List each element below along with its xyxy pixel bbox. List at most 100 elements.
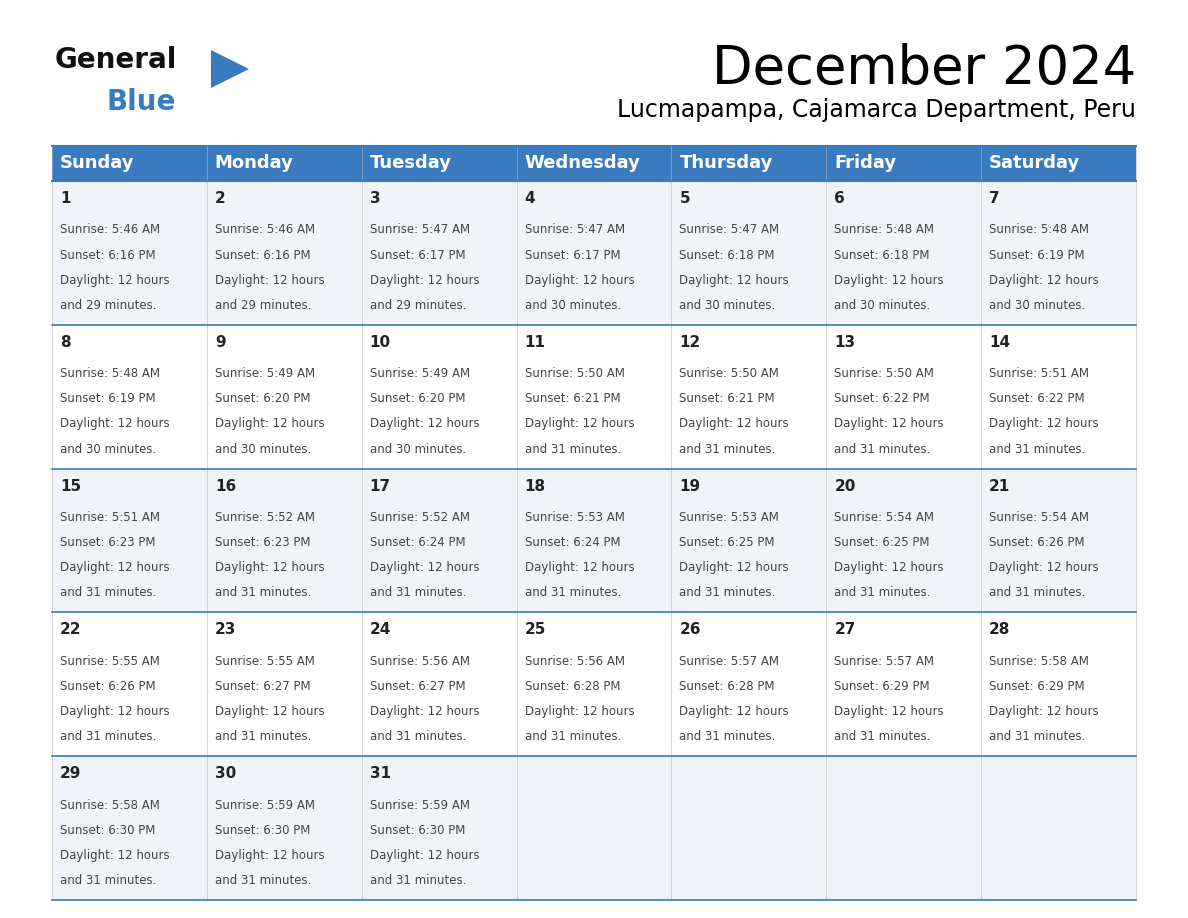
Text: Sunset: 6:18 PM: Sunset: 6:18 PM [680, 249, 775, 262]
Text: Daylight: 12 hours: Daylight: 12 hours [680, 418, 789, 431]
Text: Sunrise: 5:51 AM: Sunrise: 5:51 AM [990, 367, 1089, 380]
Text: 22: 22 [61, 622, 82, 637]
Text: Sunset: 6:26 PM: Sunset: 6:26 PM [61, 680, 156, 693]
Text: Sunrise: 5:47 AM: Sunrise: 5:47 AM [525, 223, 625, 236]
Text: Sunrise: 5:57 AM: Sunrise: 5:57 AM [680, 655, 779, 667]
Bar [517, 325, 671, 468]
Text: and 29 minutes.: and 29 minutes. [215, 299, 311, 312]
Text: Sunset: 6:27 PM: Sunset: 6:27 PM [215, 680, 310, 693]
Text: and 29 minutes.: and 29 minutes. [369, 299, 466, 312]
Text: Daylight: 12 hours: Daylight: 12 hours [990, 705, 1099, 718]
Text: 13: 13 [834, 335, 855, 350]
Bar [207, 181, 361, 325]
Text: and 31 minutes.: and 31 minutes. [369, 730, 466, 744]
Text: Sunset: 6:17 PM: Sunset: 6:17 PM [369, 249, 466, 262]
Text: and 31 minutes.: and 31 minutes. [525, 587, 621, 599]
Bar [981, 325, 1136, 468]
Text: Daylight: 12 hours: Daylight: 12 hours [990, 561, 1099, 575]
Text: Daylight: 12 hours: Daylight: 12 hours [990, 274, 1099, 286]
Text: Sunrise: 5:50 AM: Sunrise: 5:50 AM [525, 367, 625, 380]
Text: Blue: Blue [107, 88, 176, 116]
Text: and 31 minutes.: and 31 minutes. [990, 587, 1086, 599]
Text: Daylight: 12 hours: Daylight: 12 hours [680, 561, 789, 575]
Bar [671, 468, 827, 612]
Text: Sunrise: 5:57 AM: Sunrise: 5:57 AM [834, 655, 934, 667]
Text: Sunrise: 5:53 AM: Sunrise: 5:53 AM [680, 511, 779, 524]
Text: 11: 11 [525, 335, 545, 350]
Text: Daylight: 12 hours: Daylight: 12 hours [525, 705, 634, 718]
Text: 27: 27 [834, 622, 855, 637]
Bar [671, 612, 827, 756]
Text: 10: 10 [369, 335, 391, 350]
Text: Sunset: 6:24 PM: Sunset: 6:24 PM [369, 536, 466, 549]
Text: Sunrise: 5:47 AM: Sunrise: 5:47 AM [680, 223, 779, 236]
Bar [207, 612, 361, 756]
Text: Monday: Monday [215, 154, 293, 173]
Text: and 31 minutes.: and 31 minutes. [215, 874, 311, 887]
Text: Sunset: 6:30 PM: Sunset: 6:30 PM [61, 823, 156, 836]
Text: and 31 minutes.: and 31 minutes. [834, 730, 930, 744]
Text: Sunset: 6:29 PM: Sunset: 6:29 PM [834, 680, 930, 693]
Text: and 31 minutes.: and 31 minutes. [680, 442, 776, 455]
Text: 24: 24 [369, 622, 391, 637]
Bar [207, 325, 361, 468]
Text: Sunset: 6:16 PM: Sunset: 6:16 PM [61, 249, 156, 262]
Text: Daylight: 12 hours: Daylight: 12 hours [61, 274, 170, 286]
Text: Daylight: 12 hours: Daylight: 12 hours [680, 274, 789, 286]
Text: and 31 minutes.: and 31 minutes. [61, 587, 157, 599]
Text: and 31 minutes.: and 31 minutes. [834, 587, 930, 599]
Text: and 31 minutes.: and 31 minutes. [61, 730, 157, 744]
Text: Sunrise: 5:59 AM: Sunrise: 5:59 AM [369, 799, 469, 812]
Text: Sunset: 6:22 PM: Sunset: 6:22 PM [990, 392, 1085, 406]
Text: Sunrise: 5:55 AM: Sunrise: 5:55 AM [215, 655, 315, 667]
Text: Daylight: 12 hours: Daylight: 12 hours [834, 274, 944, 286]
Text: Sunset: 6:16 PM: Sunset: 6:16 PM [215, 249, 310, 262]
Text: 5: 5 [680, 191, 690, 206]
Bar [52, 612, 207, 756]
Text: Sunrise: 5:59 AM: Sunrise: 5:59 AM [215, 799, 315, 812]
Text: Sunrise: 5:51 AM: Sunrise: 5:51 AM [61, 511, 160, 524]
Text: Daylight: 12 hours: Daylight: 12 hours [215, 561, 324, 575]
Text: Sunset: 6:29 PM: Sunset: 6:29 PM [990, 680, 1085, 693]
Bar [671, 325, 827, 468]
Bar [361, 468, 517, 612]
Text: 8: 8 [61, 335, 70, 350]
Text: Wednesday: Wednesday [525, 154, 640, 173]
Text: Sunset: 6:19 PM: Sunset: 6:19 PM [61, 392, 156, 406]
Bar [827, 181, 981, 325]
Text: 30: 30 [215, 767, 236, 781]
Text: and 31 minutes.: and 31 minutes. [990, 442, 1086, 455]
Text: 17: 17 [369, 478, 391, 494]
Text: and 31 minutes.: and 31 minutes. [834, 442, 930, 455]
Text: 12: 12 [680, 335, 701, 350]
Text: Sunset: 6:20 PM: Sunset: 6:20 PM [369, 392, 466, 406]
Text: Sunset: 6:20 PM: Sunset: 6:20 PM [215, 392, 310, 406]
Bar [671, 181, 827, 325]
Text: Daylight: 12 hours: Daylight: 12 hours [834, 705, 944, 718]
Text: and 31 minutes.: and 31 minutes. [61, 874, 157, 887]
Text: Friday: Friday [834, 154, 897, 173]
Text: and 30 minutes.: and 30 minutes. [834, 299, 930, 312]
Text: 6: 6 [834, 191, 845, 206]
Bar [827, 325, 981, 468]
Text: and 30 minutes.: and 30 minutes. [525, 299, 621, 312]
Text: Sunrise: 5:50 AM: Sunrise: 5:50 AM [680, 367, 779, 380]
Bar [517, 468, 671, 612]
Text: 2: 2 [215, 191, 226, 206]
Text: Daylight: 12 hours: Daylight: 12 hours [61, 849, 170, 862]
Text: 16: 16 [215, 478, 236, 494]
Text: and 31 minutes.: and 31 minutes. [369, 587, 466, 599]
Text: 9: 9 [215, 335, 226, 350]
Text: 14: 14 [990, 335, 1010, 350]
Text: Sunset: 6:25 PM: Sunset: 6:25 PM [680, 536, 775, 549]
Text: Sunset: 6:28 PM: Sunset: 6:28 PM [680, 680, 775, 693]
Text: Daylight: 12 hours: Daylight: 12 hours [990, 418, 1099, 431]
Text: 18: 18 [525, 478, 545, 494]
Text: Daylight: 12 hours: Daylight: 12 hours [525, 561, 634, 575]
Text: Sunrise: 5:49 AM: Sunrise: 5:49 AM [369, 367, 469, 380]
Text: Sunset: 6:26 PM: Sunset: 6:26 PM [990, 536, 1085, 549]
Text: Sunrise: 5:58 AM: Sunrise: 5:58 AM [61, 799, 160, 812]
Text: and 30 minutes.: and 30 minutes. [215, 442, 311, 455]
Text: and 30 minutes.: and 30 minutes. [990, 299, 1086, 312]
Text: Daylight: 12 hours: Daylight: 12 hours [369, 274, 479, 286]
